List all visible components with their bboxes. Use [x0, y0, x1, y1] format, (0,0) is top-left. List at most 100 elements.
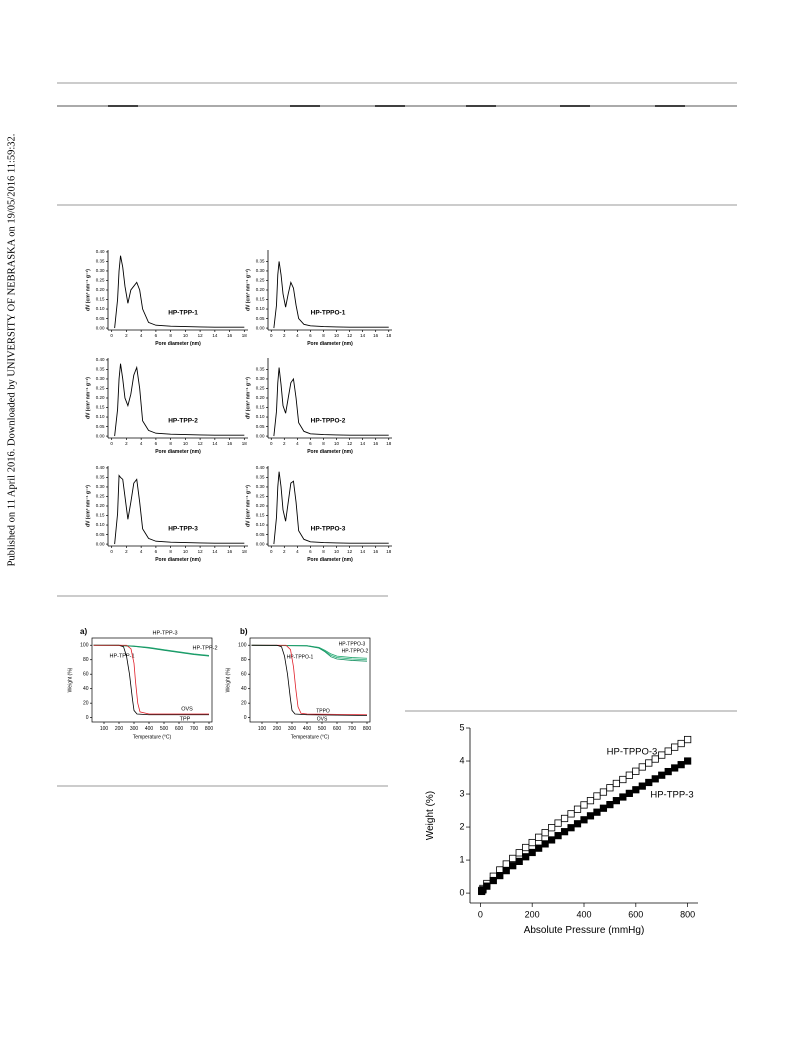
x-tick-label: 800 [205, 726, 214, 732]
scatter-point [489, 876, 497, 885]
x-tick-label: 800 [363, 726, 372, 732]
y-tick-label: 0.35 [256, 259, 265, 264]
series-label: HP-TPP-3 [152, 630, 177, 636]
scatter-point [528, 838, 536, 847]
series-label: HP-TPPO-2 [342, 648, 369, 654]
y-tick-label: 0.15 [256, 297, 265, 302]
scatter-point [580, 801, 588, 809]
x-tick-label: 16 [227, 333, 233, 338]
chart: 0 2 4 6 8 10 12 14 16 18 0.00 0.05 0.10 0.15 0.20 0.25 0… [246, 250, 392, 347]
y-tick-label: 0.30 [96, 268, 105, 273]
scatter-point [684, 757, 692, 765]
x-tick-label: 12 [347, 441, 353, 446]
y-tick-label: 80 [241, 657, 247, 663]
y-tick-label: 0.30 [96, 376, 105, 381]
y-tick-label: 0.10 [256, 522, 265, 527]
series-line [93, 644, 209, 716]
chart: 0 2 4 6 8 10 12 14 16 18 0.00 0.05 0.10 0.15 0.20 0.25 0… [86, 465, 248, 563]
x-tick-label: 10 [334, 549, 340, 554]
x-tick-label: 14 [212, 441, 218, 446]
series-line [273, 261, 389, 329]
x-tick-label: 200 [115, 726, 124, 732]
scatter-point [638, 763, 646, 771]
x-tick-label: 16 [373, 549, 379, 554]
chart: 0 2 4 6 8 10 12 14 16 18 0.00 0.05 0.10 0.15 0.20 0.25 0… [246, 358, 392, 455]
y-axis-label: Weight (%) [225, 667, 231, 692]
x-tick-label: 4 [140, 549, 143, 554]
x-tick-label: 400 [303, 726, 312, 732]
y-axis-label: Weight (%) [67, 667, 73, 692]
y-tick-label: 0.20 [256, 503, 265, 508]
x-tick-label: 600 [175, 726, 184, 732]
scatter-point [515, 857, 523, 865]
x-tick-label: 18 [386, 549, 392, 554]
x-tick-label: 0 [478, 909, 483, 919]
y-tick-label: 2 [459, 821, 464, 831]
y-tick-label: 0.25 [96, 494, 105, 499]
y-axis-label: dV (cm³ nm⁻¹ g⁻¹) [246, 485, 252, 527]
panel-label: a) [80, 627, 87, 636]
y-tick-label: 100 [80, 643, 89, 649]
y-tick-label: 0.00 [256, 541, 265, 546]
x-tick-label: 800 [680, 909, 695, 919]
x-tick-label: 2 [283, 549, 286, 554]
series-label: TPPO [316, 708, 330, 714]
scatter-point [509, 862, 517, 870]
chart: 0 2 4 6 8 10 12 14 16 18 0.00 0.05 0.10 0.15 0.20 0.25 0… [246, 465, 392, 563]
scatter-point [606, 784, 614, 792]
x-tick-label: 2 [283, 441, 286, 446]
scatter-point [638, 782, 646, 790]
chart: 0 2 4 6 8 10 12 14 16 18 0.00 0.05 0.10 0.15 0.20 0.25 0… [86, 249, 248, 347]
scatter-point [560, 814, 569, 823]
y-tick-label: 0.30 [96, 484, 105, 489]
series-line [93, 644, 209, 715]
scatter-point [535, 833, 543, 841]
scatter-point [528, 848, 536, 857]
y-tick-label: 0.35 [96, 475, 105, 480]
scatter-point [671, 743, 679, 751]
scatter-point [586, 797, 595, 805]
x-tick-label: 300 [288, 726, 297, 732]
x-tick-label: 400 [576, 909, 591, 919]
x-tick-label: 4 [140, 333, 143, 338]
scatter-point [483, 882, 491, 890]
y-tick-label: 0.35 [96, 259, 105, 264]
series-line [114, 363, 245, 437]
x-tick-label: 12 [198, 441, 204, 446]
x-tick-label: 16 [373, 441, 379, 446]
scatter-point [645, 759, 653, 767]
x-tick-label: 200 [273, 726, 282, 732]
y-tick-label: 0.10 [96, 522, 105, 527]
y-tick-label: 0.40 [96, 249, 105, 254]
y-tick-label: 0.25 [256, 386, 265, 391]
scatter-point [625, 789, 633, 797]
series-label: HP-TPP-1 [168, 310, 198, 317]
series-label: HP-TPPO-3 [607, 747, 658, 758]
y-tick-label: 0.25 [256, 494, 265, 499]
x-tick-label: 100 [100, 726, 109, 732]
x-axis-label: Temperature (°C) [291, 734, 330, 740]
x-axis-label: Pore diameter (nm) [155, 557, 201, 563]
y-tick-label: 40 [241, 686, 247, 692]
x-tick-label: 18 [242, 549, 248, 554]
series-label: HP-TPP-2 [192, 645, 217, 651]
series-label: HP-TPP-3 [168, 526, 198, 533]
x-tick-label: 8 [169, 333, 172, 338]
x-axis-label: Pore diameter (nm) [307, 449, 353, 455]
y-tick-label: 0.05 [256, 424, 265, 429]
x-tick-label: 4 [296, 441, 299, 446]
y-tick-label: 0.20 [256, 395, 265, 400]
y-tick-label: 0.15 [256, 405, 265, 410]
x-tick-label: 4 [296, 333, 299, 338]
series-label: HP-TPP-2 [168, 418, 198, 425]
y-tick-label: 0.10 [96, 306, 105, 311]
scatter-point [496, 871, 504, 880]
y-tick-label: 0.15 [256, 513, 265, 518]
scatter-point [625, 771, 633, 779]
scatter-point [658, 771, 666, 779]
scatter-point [554, 832, 562, 840]
x-tick-label: 8 [322, 549, 325, 554]
y-tick-label: 0.00 [256, 325, 265, 330]
y-tick-label: 40 [83, 686, 89, 692]
